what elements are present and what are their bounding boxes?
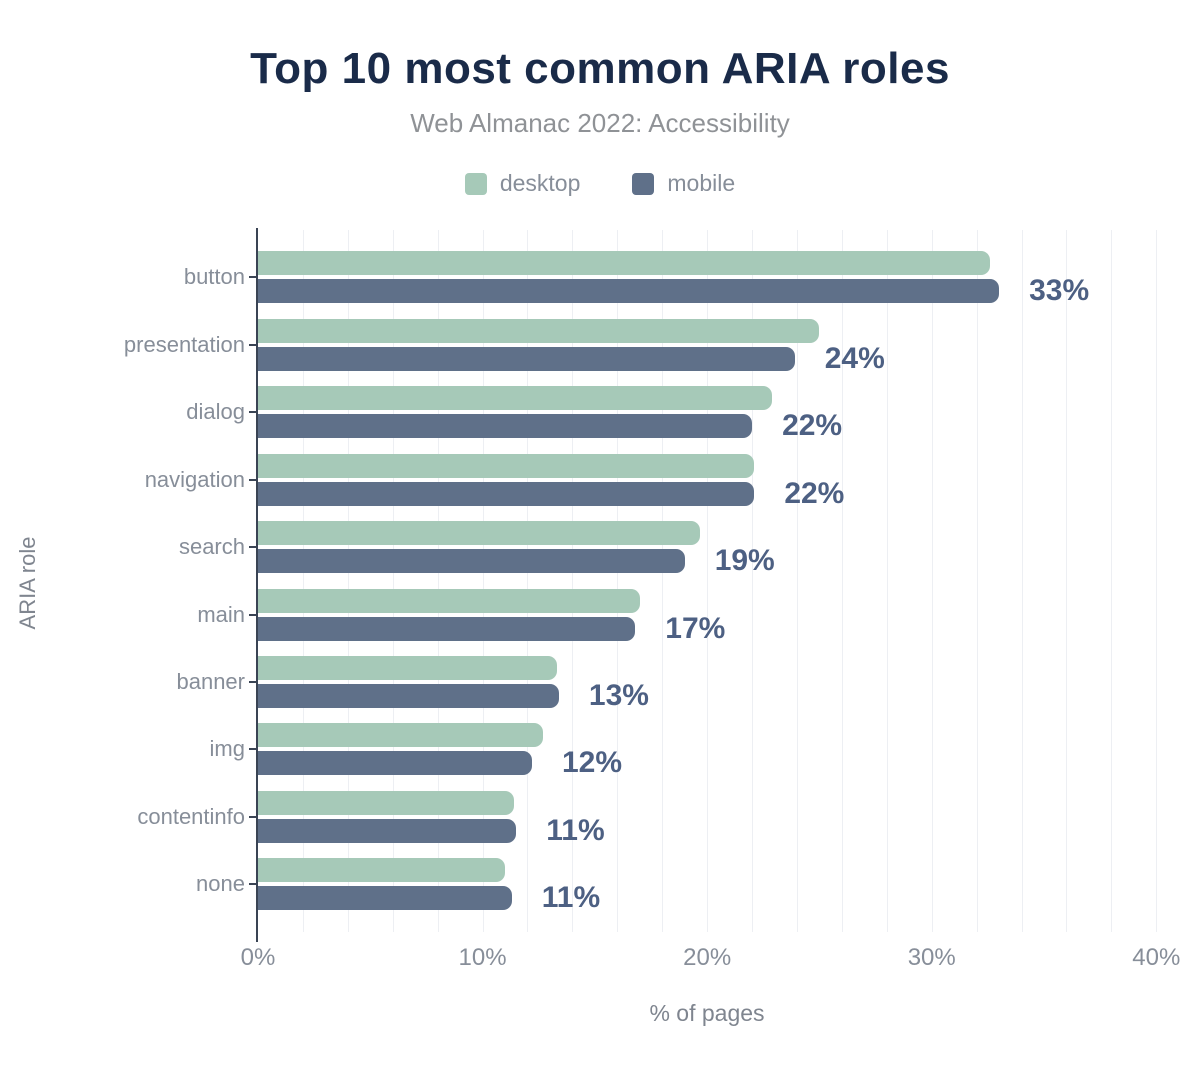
legend-item-mobile[interactable]: mobile: [632, 170, 735, 197]
x-tick-label: 10%: [458, 944, 507, 971]
chart-row: search 19%: [179, 521, 1190, 578]
category-tick: [249, 546, 256, 549]
mobile-bar[interactable]: [258, 616, 636, 641]
value-label: 19%: [714, 544, 775, 578]
value-label: 22%: [782, 409, 843, 443]
category-label: search: [178, 534, 245, 560]
y-axis-line: [256, 228, 258, 942]
x-axis-title: % of pages: [649, 1000, 765, 1026]
x-tick-label: 40%: [1132, 944, 1181, 971]
desktop-bar[interactable]: [258, 251, 991, 276]
chart-subtitle: Web Almanac 2022: Accessibility: [410, 108, 790, 138]
gridline: [886, 230, 888, 932]
category-tick: [249, 883, 256, 886]
category-tick: [249, 681, 256, 684]
category-label: img: [209, 736, 245, 762]
gridline: [302, 230, 304, 932]
desktop-bar[interactable]: [258, 656, 557, 681]
desktop-bar[interactable]: [258, 858, 506, 883]
category-label: none: [196, 871, 245, 897]
gridline: [482, 230, 484, 932]
chart-row: dialog 22%: [186, 386, 1190, 443]
plot-area: button 33% presentation 24% dialog 22% navigat…: [124, 228, 1190, 942]
gridline: [572, 230, 574, 932]
gridline: [707, 230, 709, 932]
value-label: 17%: [665, 611, 726, 645]
category-label: presentation: [123, 331, 245, 357]
chart-title: Top 10 most common ARIA roles: [250, 44, 950, 93]
value-label: 33%: [1029, 274, 1090, 308]
gridline: [1111, 230, 1113, 932]
chart-row: img 12%: [210, 723, 1190, 780]
gridline: [1021, 230, 1023, 932]
category-tick: [249, 411, 256, 414]
gridline: [617, 230, 619, 932]
category-label: button: [183, 264, 245, 290]
mobile-bar[interactable]: [258, 886, 512, 911]
x-tick-label: 30%: [907, 944, 956, 971]
value-label: 13%: [588, 679, 649, 713]
chart-row: none 11%: [196, 858, 1190, 915]
mobile-bar[interactable]: [258, 279, 1000, 304]
desktop-bar[interactable]: [258, 588, 640, 613]
legend: desktop mobile: [0, 170, 1200, 197]
desktop-bar[interactable]: [258, 318, 820, 343]
category-tick: [249, 613, 256, 616]
gridline: [347, 230, 349, 932]
gridline: [662, 230, 664, 932]
gridline: [1066, 230, 1068, 932]
category-label: banner: [176, 669, 245, 695]
desktop-bar[interactable]: [258, 723, 544, 748]
chart-row: contentinfo 11%: [137, 790, 1190, 847]
desktop-bar[interactable]: [258, 453, 755, 478]
mobile-bar[interactable]: [258, 346, 795, 371]
x-tick-label: 0%: [240, 944, 276, 971]
category-tick: [249, 343, 256, 346]
category-label: contentinfo: [137, 803, 245, 829]
category-label: dialog: [186, 399, 245, 425]
mobile-bar[interactable]: [258, 818, 517, 843]
category-tick: [249, 276, 256, 279]
x-axis-ticks: 0% 10% 20% 30% 40%: [241, 944, 1190, 974]
x-tick-label: 20%: [683, 944, 732, 971]
desktop-legend-swatch: [464, 172, 487, 195]
chart-row: main 17%: [197, 588, 1190, 645]
chart-row: navigation 22%: [145, 453, 1190, 510]
gridline: [1156, 230, 1158, 932]
mobile-bar[interactable]: [258, 549, 685, 574]
mobile-bar[interactable]: [258, 751, 532, 776]
value-label: 11%: [541, 881, 601, 915]
gridline: [437, 230, 439, 932]
desktop-bar[interactable]: [258, 521, 701, 546]
mobile-legend-swatch: [632, 172, 655, 195]
category-label: navigation: [144, 466, 245, 492]
gridline: [976, 230, 978, 932]
value-label: 11%: [546, 813, 605, 847]
gridline: [796, 230, 798, 932]
value-label: 24%: [824, 341, 885, 375]
chart-row: presentation 24%: [124, 318, 1190, 375]
mobile-bar[interactable]: [258, 481, 755, 506]
gridline: [931, 230, 933, 932]
chart-row: button 33%: [184, 251, 1190, 308]
category-tick: [249, 478, 256, 481]
mobile-bar[interactable]: [258, 414, 753, 439]
desktop-bar[interactable]: [258, 790, 515, 815]
desktop-bar[interactable]: [258, 386, 773, 411]
category-tick: [249, 815, 256, 818]
legend-label: desktop: [499, 170, 581, 196]
value-label: 22%: [784, 476, 845, 510]
mobile-bar[interactable]: [258, 684, 559, 709]
category-label: main: [197, 601, 245, 627]
gridline: [752, 230, 754, 932]
category-tick: [249, 748, 256, 751]
chart-row: banner 13%: [176, 656, 1190, 713]
gridline: [527, 230, 529, 932]
legend-item-desktop[interactable]: desktop: [464, 170, 581, 197]
legend-label: mobile: [667, 170, 736, 196]
value-label: 12%: [561, 746, 623, 780]
gridline: [841, 230, 843, 932]
gridline: [392, 230, 394, 932]
